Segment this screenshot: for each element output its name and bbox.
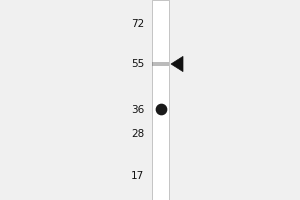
- Bar: [152, 62, 169, 66]
- Text: 28: 28: [131, 129, 144, 139]
- Point: [158, 107, 163, 111]
- Polygon shape: [171, 56, 183, 72]
- Text: 36: 36: [131, 105, 144, 115]
- Text: 17: 17: [131, 171, 144, 181]
- Bar: [152, 0, 169, 200]
- Text: 55: 55: [131, 59, 144, 69]
- Text: 72: 72: [131, 19, 144, 29]
